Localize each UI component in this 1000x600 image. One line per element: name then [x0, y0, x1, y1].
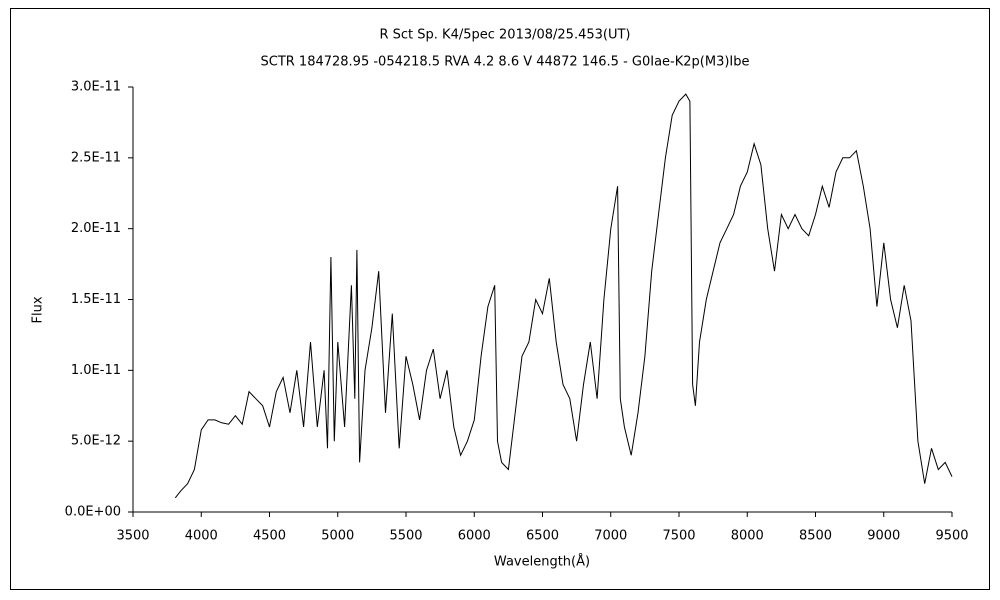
y-axis-label: Flux — [31, 296, 46, 323]
y-tick-label: 2.0E-11 — [71, 221, 121, 236]
chart-title: R Sct Sp. K4/5pec 2013/08/25.453(UT) — [379, 28, 630, 43]
x-tick-label: 9500 — [935, 529, 968, 544]
y-tick-label: 0.0E+00 — [65, 505, 121, 520]
y-tick-label: 3.0E-11 — [71, 80, 121, 95]
chart-subtitle: SCTR 184728.95 -054218.5 RVA 4.2 8.6 V 4… — [260, 55, 749, 70]
x-tick-label: 7000 — [594, 529, 627, 544]
x-axis-label: Wavelength(Å) — [494, 554, 590, 570]
x-tick-label: 6500 — [526, 529, 559, 544]
x-tick-label: 3500 — [116, 529, 149, 544]
x-tick-label: 7500 — [662, 529, 695, 544]
x-tick-label: 5500 — [389, 529, 422, 544]
x-tick-label: 6000 — [458, 529, 491, 544]
x-tick-label: 4500 — [253, 529, 286, 544]
x-tick-label: 5000 — [321, 529, 354, 544]
x-tick-label: 8500 — [799, 529, 832, 544]
x-tick-label: 9000 — [867, 529, 900, 544]
y-tick-label: 1.0E-11 — [71, 363, 121, 378]
x-tick-label: 4000 — [185, 529, 218, 544]
outer-frame — [10, 8, 990, 590]
x-tick-label: 8000 — [731, 529, 764, 544]
y-tick-label: 5.0E-12 — [71, 434, 121, 449]
y-tick-label: 2.5E-11 — [71, 150, 121, 165]
y-tick-label: 1.5E-11 — [71, 292, 121, 307]
spectrum-line — [174, 93, 953, 499]
